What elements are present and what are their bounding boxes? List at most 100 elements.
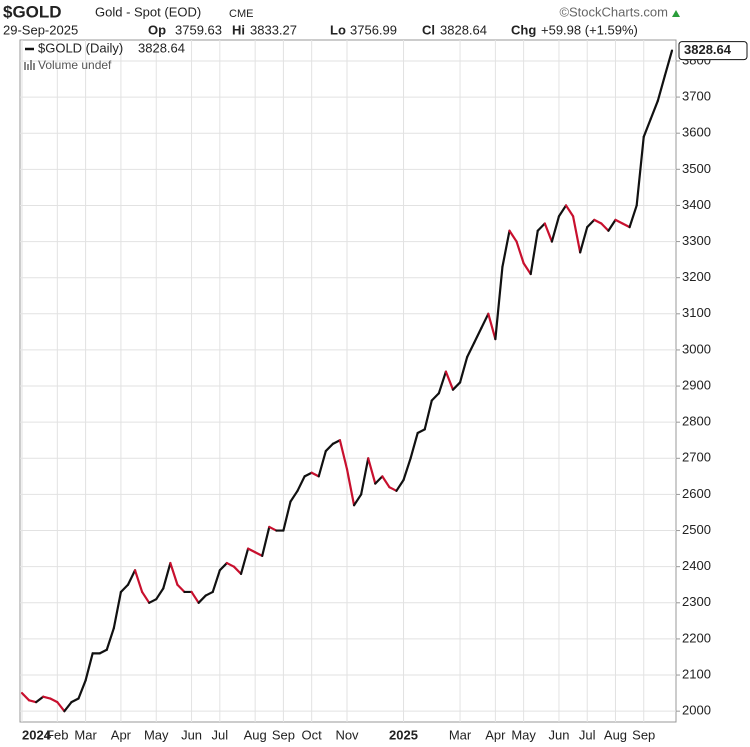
price-segment [211, 569, 221, 594]
y-tick-label: 2800 [682, 414, 711, 429]
y-tick-label: 3300 [682, 233, 711, 248]
price-segment [141, 590, 151, 604]
x-tick-label: Apr [485, 727, 506, 742]
low: 3756.99 [350, 22, 397, 37]
x-tick-label: Mar [74, 727, 97, 742]
price-segment [430, 392, 440, 402]
instrument-name: Gold - Spot (EOD) [95, 4, 201, 19]
y-tick-label: 2700 [682, 450, 711, 465]
price-segment [656, 74, 667, 102]
price-segment [437, 370, 448, 395]
y-tick-label: 2400 [682, 558, 711, 573]
symbol: $GOLD [3, 2, 62, 21]
price-segment [494, 265, 504, 341]
x-tick-label: Jul [212, 727, 229, 742]
price-segment [367, 457, 377, 485]
y-tick-label: 2600 [682, 486, 711, 501]
x-tick-label: May [144, 727, 169, 742]
price-segment [70, 697, 80, 704]
price-segment [593, 218, 603, 225]
price-segment [204, 590, 214, 597]
x-tick-label: Aug [604, 727, 627, 742]
price-segment [388, 486, 398, 492]
open-label: Op [148, 22, 166, 37]
last-price-box [678, 41, 748, 61]
price-segment [381, 475, 391, 489]
exchange: CME [229, 8, 253, 20]
price-segment [133, 569, 144, 594]
x-tick-label: Sep [272, 727, 295, 742]
y-tick-label: 3500 [682, 161, 711, 176]
y-tick-label: 2000 [682, 703, 711, 718]
x-tick-label: Feb [46, 727, 68, 742]
high: 3833.27 [250, 22, 297, 37]
price-segment [416, 428, 426, 435]
price-segment [27, 699, 38, 704]
price-segment [317, 449, 327, 478]
price-segment [402, 457, 412, 482]
price-segment [395, 478, 405, 492]
y-tick-label: 3200 [682, 269, 711, 284]
y-tick-label: 3400 [682, 197, 711, 212]
open: 3759.63 [175, 22, 222, 37]
price-segment [169, 561, 179, 586]
x-tick-label: Apr [111, 727, 132, 742]
price-segment [112, 590, 123, 630]
price-segment [63, 701, 73, 713]
price-segment [564, 204, 575, 218]
x-tick-label: May [511, 727, 536, 742]
price-segment [543, 222, 553, 243]
price-segment [628, 204, 638, 229]
y-tick-label: 3000 [682, 341, 711, 356]
x-tick-label: 2025 [389, 727, 418, 742]
price-segment [571, 215, 582, 254]
price-segment [451, 381, 462, 391]
plot-frame [19, 39, 677, 723]
y-tick-label: 2900 [682, 377, 711, 392]
price-segment [225, 561, 236, 568]
high-label: Hi [232, 22, 245, 37]
y-tick-label: 2200 [682, 630, 711, 645]
price-segment [579, 226, 589, 254]
price-segment [522, 262, 532, 276]
price-segment [621, 222, 631, 229]
price-segment [586, 218, 596, 229]
price-segment [77, 679, 87, 700]
price-segment [35, 695, 45, 704]
x-tick-label: Aug [244, 727, 267, 742]
x-tick-label: Jul [579, 727, 596, 742]
y-tick-label: 3600 [682, 125, 711, 140]
price-segment [487, 312, 497, 341]
price-segment [310, 471, 320, 478]
change: +59.98 (+1.59%) [541, 22, 638, 37]
price-segment [49, 697, 59, 704]
x-tick-label: Sep [632, 727, 655, 742]
price-segment [338, 439, 349, 471]
y-tick-label: 2300 [682, 594, 711, 609]
last-price-label: 3828.64 [684, 42, 732, 57]
price-segment [360, 457, 370, 496]
up-arrow [672, 10, 680, 17]
legend-value: 3828.64 [138, 40, 185, 55]
price-segment [374, 475, 384, 485]
change-label: Chg [511, 22, 536, 37]
price-segment [148, 598, 158, 604]
volume-icon [24, 60, 35, 70]
price-segment [119, 583, 130, 594]
price-segment [423, 399, 433, 431]
price-segment [155, 587, 165, 601]
price-segment [42, 695, 52, 700]
price-segment [246, 547, 257, 554]
price-segment [197, 594, 207, 604]
y-tick-label: 3100 [682, 305, 711, 320]
price-segment [466, 341, 476, 359]
date: 29-Sep-2025 [3, 22, 78, 37]
x-tick-label: Jun [181, 727, 202, 742]
price-segment [642, 117, 652, 138]
y-tick-label: 2100 [682, 666, 711, 681]
price-segment [649, 99, 659, 120]
x-tick-label: Mar [449, 727, 472, 742]
price-segment [550, 215, 561, 243]
price-segment [600, 222, 610, 232]
price-segment [254, 551, 264, 557]
